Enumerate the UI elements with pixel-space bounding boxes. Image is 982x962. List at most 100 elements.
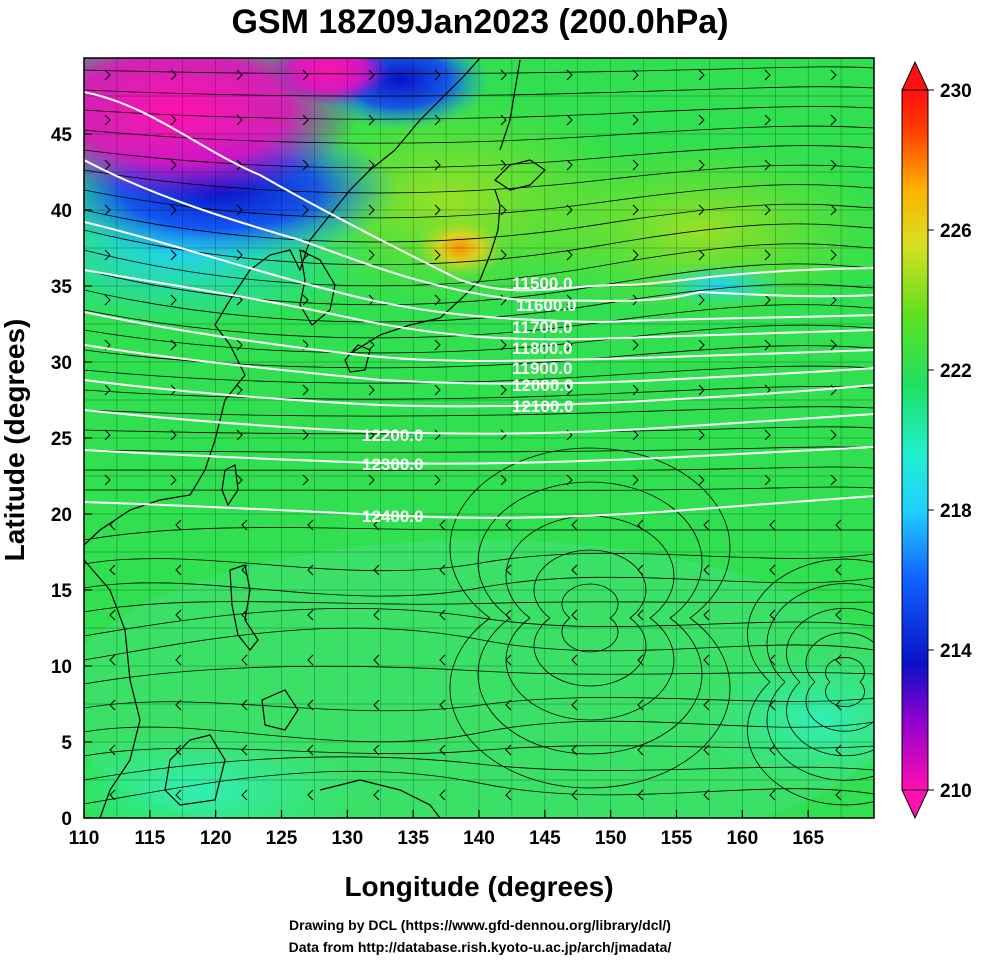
wind-arrowhead — [769, 519, 776, 531]
wind-arrowhead — [368, 69, 375, 81]
wind-arrowhead — [109, 744, 116, 756]
wind-arrowhead — [637, 789, 644, 801]
coastline-taiwan — [221, 464, 239, 507]
colorbar-label: 222 — [940, 361, 972, 382]
wind-arrowhead — [505, 789, 512, 801]
wind-arrowhead — [373, 654, 380, 666]
wind-arrowhead — [170, 339, 177, 351]
wind-arrowhead — [632, 429, 639, 441]
wind-arrowhead — [703, 609, 710, 621]
wind-arrowhead — [373, 744, 380, 756]
coastline-japan-honshu — [347, 189, 501, 356]
streamline — [84, 324, 874, 354]
wind-arrowhead — [434, 429, 441, 441]
credit-drawing: Drawing by DCL (https://www.gfd-dennou.o… — [289, 917, 671, 933]
x-tick-label: 125 — [266, 828, 298, 849]
wind-arrowhead — [175, 744, 182, 756]
colorbar-label: 218 — [940, 501, 972, 522]
wind-arrowhead — [236, 204, 243, 216]
streamline — [84, 203, 874, 243]
wind-arrowhead — [632, 159, 639, 171]
wind-arrowhead — [500, 474, 507, 486]
streamline — [84, 486, 874, 492]
wind-arrowhead — [170, 114, 177, 126]
coastline-asia — [84, 58, 481, 546]
wind-arrowhead — [637, 609, 644, 621]
wind-streamlines — [84, 66, 874, 806]
wind-arrowhead — [566, 384, 573, 396]
wind-arrowhead — [434, 69, 441, 81]
wind-arrowhead — [373, 699, 380, 711]
streamline — [84, 164, 874, 194]
streamline — [84, 125, 874, 144]
wind-arrowhead — [170, 429, 177, 441]
coastlines — [84, 58, 546, 818]
wind-arrowhead — [307, 609, 314, 621]
wind-arrowhead — [434, 294, 441, 306]
wind-arrowhead — [830, 339, 837, 351]
contour-label: 12200.0 — [362, 426, 423, 445]
wind-arrowhead — [368, 249, 375, 261]
wind-arrowhead — [769, 789, 776, 801]
wind-arrowhead — [632, 474, 639, 486]
wind-arrowhead — [632, 69, 639, 81]
wind-arrowhead — [500, 384, 507, 396]
streamline — [449, 447, 731, 789]
coastline-new-guinea — [319, 779, 441, 818]
y-axis: 0 5 10 15 20 25 30 35 40 45 — [51, 125, 92, 830]
wind-arrowhead — [373, 564, 380, 576]
wind-arrowhead — [764, 474, 771, 486]
wind-arrowhead — [500, 339, 507, 351]
wind-arrowhead — [500, 204, 507, 216]
wind-arrowhead — [109, 564, 116, 576]
wind-arrowhead — [175, 789, 182, 801]
wind-arrowhead — [835, 789, 842, 801]
y-tick-label: 5 — [61, 733, 72, 754]
wind-arrowhead — [434, 159, 441, 171]
wind-arrowhead — [175, 519, 182, 531]
wind-arrowhead — [637, 699, 644, 711]
wind-arrowhead — [698, 474, 705, 486]
x-axis: 110 115 120 125 130 135 140 145 150 155 160 165 — [69, 810, 824, 849]
streamline — [84, 627, 874, 661]
wind-arrowhead — [302, 474, 309, 486]
contour-label: 11700.0 — [512, 318, 573, 337]
contour-line — [84, 221, 874, 324]
coastline-borneo — [164, 734, 226, 806]
contour-label: 12400.0 — [362, 507, 423, 526]
wind-arrowhead — [439, 609, 446, 621]
x-tick-label: 155 — [661, 828, 693, 849]
y-tick-label: 40 — [51, 201, 72, 222]
colorbar-label: 226 — [940, 221, 972, 242]
streamline — [825, 657, 865, 707]
wind-arrowhead — [368, 114, 375, 126]
streamline — [561, 583, 619, 653]
wind-arrowhead — [764, 429, 771, 441]
streamline — [84, 86, 874, 97]
wind-arrowhead — [703, 564, 710, 576]
wind-arrowhead — [302, 294, 309, 306]
streamline — [84, 745, 874, 757]
wind-arrowhead — [236, 384, 243, 396]
wind-arrowhead — [698, 294, 705, 306]
wind-arrowhead — [307, 654, 314, 666]
coastline-japan-hokkaido — [494, 159, 546, 191]
colorbar-label: 230 — [940, 81, 972, 102]
streamline — [84, 406, 874, 417]
wind-arrowhead — [175, 699, 182, 711]
wind-arrowhead — [830, 249, 837, 261]
wind-arrowhead — [632, 204, 639, 216]
wind-arrowhead — [434, 249, 441, 261]
wind-arrowhead — [632, 249, 639, 261]
wind-arrowhead — [632, 339, 639, 351]
streamline — [84, 106, 874, 120]
colorbar-label: 210 — [940, 781, 972, 802]
x-tick-label: 120 — [200, 828, 232, 849]
wind-arrowhead — [170, 204, 177, 216]
wind-arrowhead — [830, 114, 837, 126]
wind-arrowhead — [566, 69, 573, 81]
wind-arrowhead — [571, 519, 578, 531]
wind-arrowhead — [698, 69, 705, 81]
wind-arrowhead — [830, 159, 837, 171]
wind-arrowhead — [368, 159, 375, 171]
